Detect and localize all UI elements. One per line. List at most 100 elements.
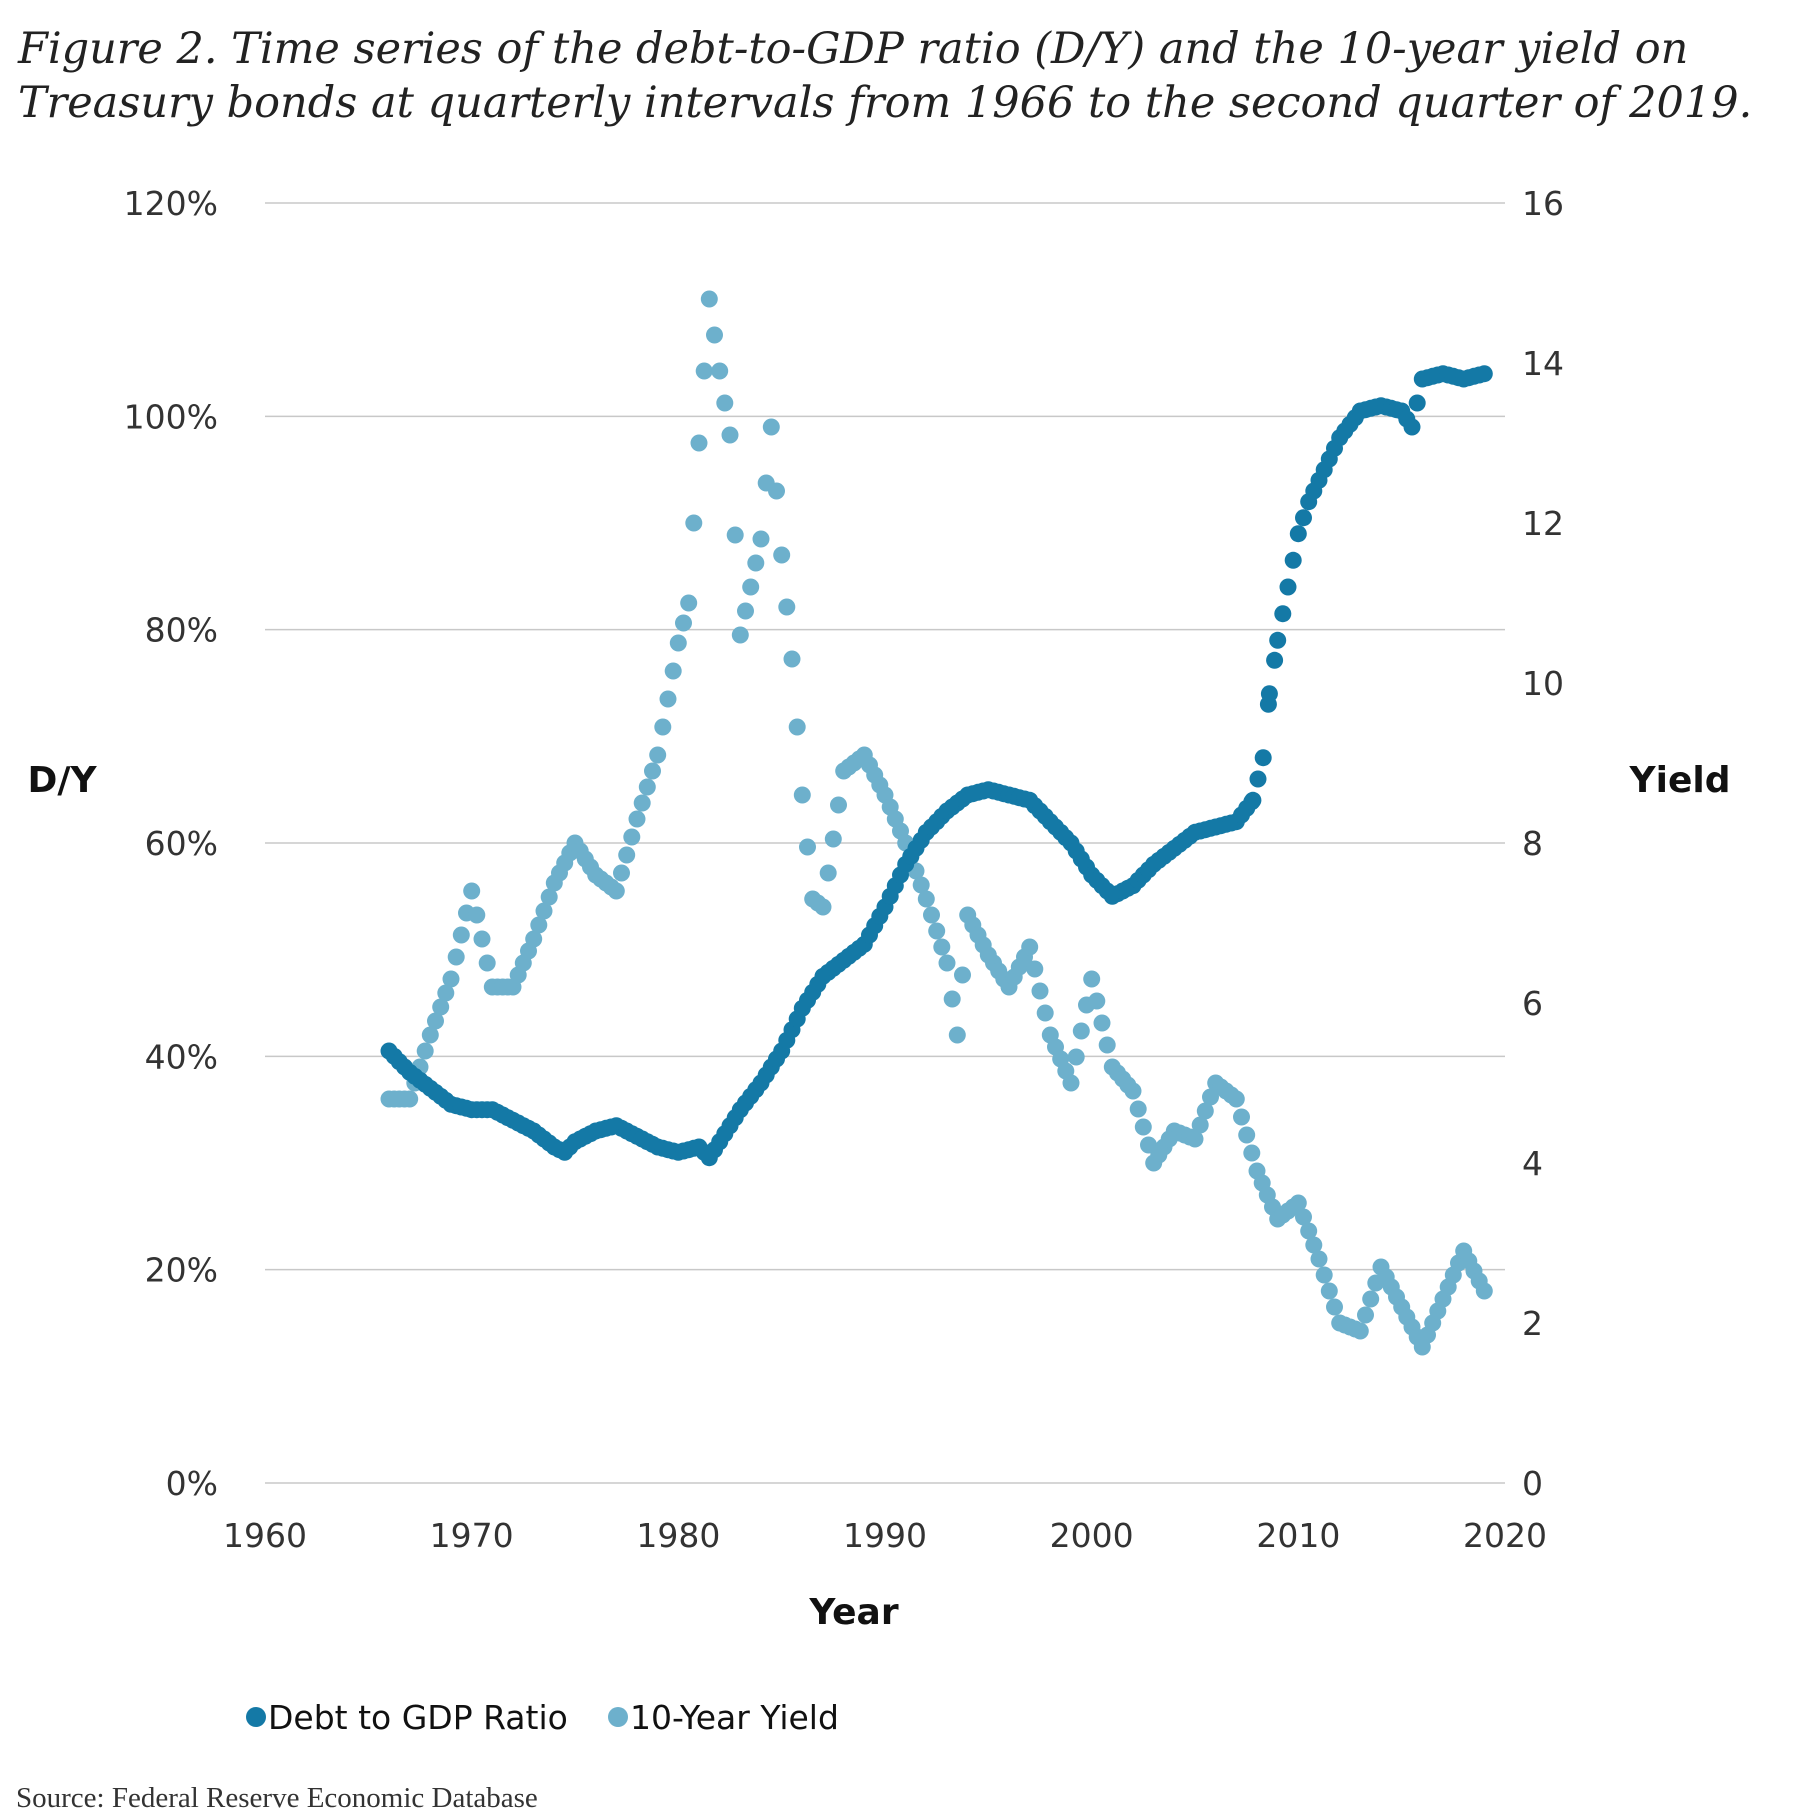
debt-series <box>380 365 1493 1167</box>
yield-point <box>1083 970 1101 988</box>
yield-point <box>923 906 940 924</box>
yield-point <box>664 662 682 680</box>
legend-marker-yield <box>608 1707 628 1727</box>
right-tick-label: 12 <box>1522 504 1564 543</box>
yield-point <box>447 948 465 966</box>
yield-point <box>613 864 630 882</box>
right-tick-label: 10 <box>1522 664 1564 703</box>
left-tick-label: 60% <box>145 824 218 863</box>
yield-point <box>1310 1250 1328 1268</box>
debt-point <box>1408 394 1426 412</box>
yield-point <box>473 930 491 948</box>
yield-point <box>540 888 558 906</box>
legend: Debt to GDP Ratio 10-Year Yield <box>246 1698 839 1737</box>
right-tick-label: 6 <box>1522 984 1543 1023</box>
yield-point <box>432 998 450 1016</box>
yield-point <box>742 578 760 596</box>
yield-point <box>633 794 651 812</box>
yield-point <box>752 530 770 548</box>
x-tick-label: 2010 <box>1256 1516 1340 1555</box>
yield-point <box>778 598 796 616</box>
yield-point <box>675 614 692 632</box>
legend-label-yield: 10-Year Yield <box>630 1698 839 1737</box>
yield-point <box>917 890 935 908</box>
debt-point <box>1249 770 1267 788</box>
left-axis-ticks: 0% 20% 40% 60% 80% 100% 120% <box>124 184 218 1503</box>
right-axis-ticks: 0 2 4 6 8 10 12 14 16 <box>1522 184 1564 1503</box>
yield-point <box>788 718 806 736</box>
yield-point <box>525 930 543 948</box>
yield-point <box>814 898 832 916</box>
yield-point <box>1357 1306 1374 1324</box>
yield-point <box>416 1042 434 1060</box>
yield-point <box>711 362 729 380</box>
yield-point <box>1362 1290 1380 1308</box>
yield-point <box>695 362 713 380</box>
yield-point <box>685 514 703 532</box>
yield-point <box>1129 1100 1147 1118</box>
yield-point <box>1036 1004 1054 1022</box>
right-tick-label: 0 <box>1522 1464 1543 1503</box>
left-tick-label: 40% <box>145 1037 218 1076</box>
debt-point <box>1289 525 1307 543</box>
yield-point <box>1326 1298 1343 1316</box>
debt-point <box>1244 791 1262 809</box>
x-tick-label: 1960 <box>223 1516 307 1555</box>
debt-point <box>1279 578 1297 596</box>
yield-point <box>731 626 749 644</box>
yield-point <box>623 828 641 846</box>
yield-point <box>768 482 785 500</box>
right-tick-label: 16 <box>1522 184 1564 223</box>
legend-marker-debt <box>246 1707 266 1727</box>
yield-point <box>1196 1102 1214 1120</box>
yield-point <box>726 526 744 544</box>
yield-point <box>773 546 791 564</box>
yield-point <box>1031 982 1049 1000</box>
right-tick-label: 14 <box>1522 344 1564 383</box>
yield-point <box>716 394 734 412</box>
debt-point <box>1475 365 1493 383</box>
x-tick-label: 2020 <box>1463 1516 1547 1555</box>
yield-point <box>1320 1282 1338 1300</box>
yield-point <box>478 954 496 972</box>
yield-point <box>1093 1014 1111 1032</box>
yield-point <box>669 634 687 652</box>
yield-point <box>1098 1036 1116 1054</box>
yield-point <box>1067 1048 1085 1066</box>
yield-point <box>830 796 847 814</box>
yield-point <box>762 418 780 436</box>
x-tick-label: 1980 <box>636 1516 720 1555</box>
yield-point <box>644 762 661 780</box>
right-tick-label: 2 <box>1522 1304 1543 1343</box>
yield-point <box>437 984 455 1002</box>
yield-point <box>1475 1282 1493 1300</box>
debt-point <box>1260 685 1278 703</box>
yield-point <box>948 1026 966 1044</box>
yield-point <box>649 746 667 764</box>
yield-point <box>463 882 481 900</box>
yield-point <box>1134 1118 1152 1136</box>
yield-point <box>1351 1322 1369 1340</box>
x-axis-ticks: 1960 1970 1980 1990 2000 2010 2020 <box>223 1516 1547 1555</box>
yield-point <box>943 990 961 1008</box>
debt-point <box>1403 418 1421 436</box>
yield-point <box>1062 1074 1080 1092</box>
x-axis-title: Year <box>808 1592 898 1633</box>
yield-point <box>700 290 718 308</box>
chart: 0% 20% 40% 60% 80% 100% 120% 0 2 4 6 8 10 12 14 16 196… <box>27 184 1730 1737</box>
yield-point <box>654 718 672 736</box>
left-tick-label: 100% <box>124 397 218 436</box>
source-note: Source: Federal Reserve Economic Databas… <box>16 1782 538 1814</box>
debt-point <box>1274 605 1292 623</box>
yield-point <box>628 810 646 828</box>
x-tick-label: 1990 <box>843 1516 927 1555</box>
legend-label-debt: Debt to GDP Ratio <box>268 1698 568 1737</box>
yield-point <box>819 864 837 882</box>
yield-point <box>1315 1266 1333 1284</box>
yield-point <box>783 650 801 668</box>
debt-point <box>1266 651 1284 669</box>
yield-point <box>427 1012 444 1030</box>
left-tick-label: 20% <box>145 1251 218 1290</box>
yield-point <box>1186 1130 1204 1148</box>
x-tick-label: 2000 <box>1050 1516 1134 1555</box>
